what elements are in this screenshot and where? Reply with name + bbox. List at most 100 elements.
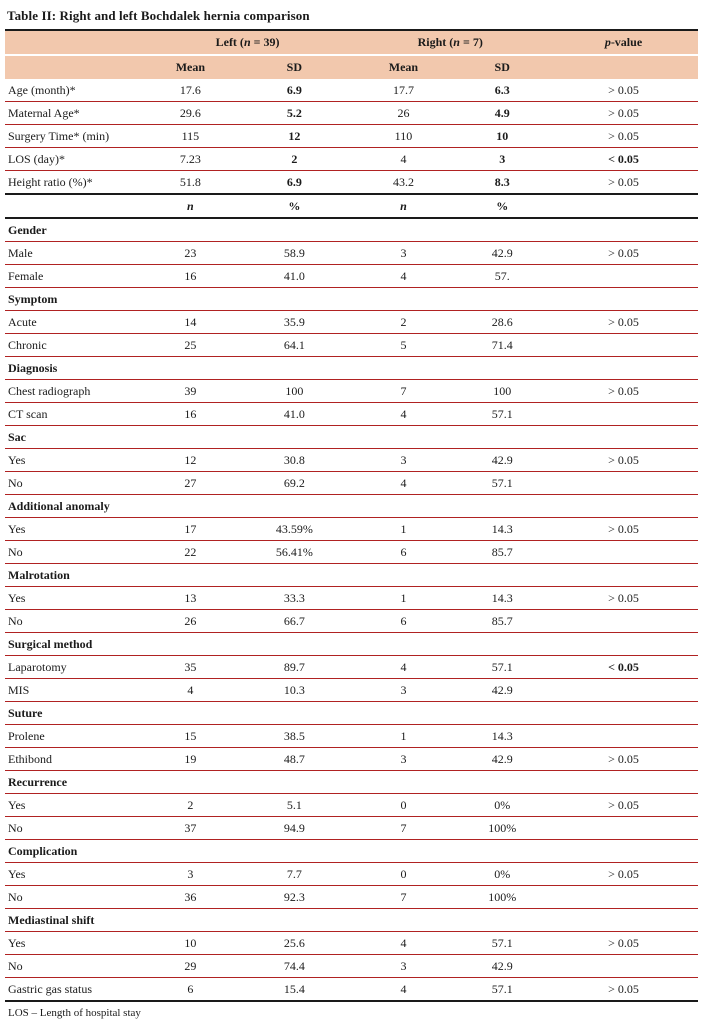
cell-p-value [549,955,698,978]
row-label: Chest radiograph [8,383,91,398]
cell-p-value [549,679,698,702]
cell-n-right: 3 [400,452,407,467]
empty-cell [5,194,144,218]
cell-mean-right: 110 [394,128,413,143]
cell-sd-left: 5.2 [286,105,302,120]
section-row: Complication [5,840,698,863]
p-value-header: p-value [548,30,698,55]
cell-p-value: > 0.05 [608,797,639,812]
count-subheader-body: n % n % [5,194,698,218]
cell-n-right: 1 [400,590,407,605]
cell-n-right: 4 [400,659,407,674]
cell-pct-left: 48.7 [283,751,305,766]
section-label: Recurrence [8,774,68,789]
row-label: Yes [8,935,26,950]
section-label: Symptom [8,291,58,306]
row-label: Age (month)* [8,82,76,97]
left-group-n: n [243,35,251,49]
row-label: Laparotomy [8,659,67,674]
cell-sd-left: 6.9 [286,82,302,97]
cell-pct-left: 25.6 [283,935,305,950]
row-label: No [8,958,23,973]
count-subheader-row: n % n % [5,194,698,218]
data-row: Yes 2 5.1 0 0% > 0.05 [5,794,698,817]
cell-n-left: 35 [184,659,197,674]
cell-sd-left: 6.9 [286,174,302,189]
cell-pct-right: 57.1 [491,406,513,421]
stat-row: Surgery Time* (min) 115 12 110 10 > 0.05 [5,125,698,148]
cell-pct-right: 100% [488,889,517,904]
cell-n-left: 3 [187,866,194,881]
cell-p-value: < 0.05 [608,659,639,674]
cell-mean-left: 7.23 [179,151,201,166]
cell-pct-left: 38.5 [283,728,305,743]
row-label: LOS (day)* [8,151,65,166]
row-label: No [8,544,23,559]
cell-p-value: > 0.05 [608,82,639,97]
cell-p-value: > 0.05 [608,174,639,189]
cell-n-left: 22 [184,544,197,559]
cell-pct-left: 30.8 [283,452,305,467]
cell-pct-right: 57.1 [491,935,513,950]
section-label: Mediastinal shift [8,912,95,927]
data-row: Ethibond 19 48.7 3 42.9 > 0.05 [5,748,698,771]
sd-right-header: SD [455,55,549,79]
row-label: Surgery Time* (min) [8,128,110,143]
data-row: No 37 94.9 7 100% [5,817,698,840]
cell-n-right: 1 [400,728,407,743]
cell-n-right: 3 [400,245,407,260]
cell-p-value: > 0.05 [608,751,639,766]
mean-left-header: Mean [143,55,238,79]
row-label: Gastric gas status [8,981,92,996]
data-row: No 29 74.4 3 42.9 [5,955,698,978]
section-row: Gender [5,218,698,242]
empty-header-cell [5,55,144,79]
cell-n-right: 7 [400,383,407,398]
cell-pct-right: 14.3 [491,521,513,536]
cell-p-value [549,725,698,748]
cell-n-left: 39 [184,383,197,398]
cell-p-value: > 0.05 [608,521,639,536]
cell-n-right: 4 [400,475,407,490]
cell-pct-right: 0% [494,797,511,812]
cell-mean-right: 4 [400,151,407,166]
section-row: Mediastinal shift [5,909,698,932]
left-group-count: = 39) [250,35,280,49]
pct-right-header: % [496,198,509,213]
cell-n-left: 17 [184,521,197,536]
cell-sd-right: 10 [496,128,509,143]
cell-n-right: 6 [400,613,407,628]
cell-mean-left: 17.6 [179,82,201,97]
cell-n-right: 4 [400,406,407,421]
empty-header-cell [548,55,698,79]
cell-p-value: > 0.05 [608,935,639,950]
cell-pct-left: 15.4 [283,981,305,996]
cell-mean-left: 51.8 [179,174,201,189]
stat-row: Age (month)* 17.6 6.9 17.7 6.3 > 0.05 [5,79,698,102]
row-label: Chronic [8,337,47,352]
row-label: Female [8,268,44,283]
cell-pct-right: 71.4 [491,337,513,352]
cell-pct-right: 85.7 [491,613,513,628]
row-label: Male [8,245,33,260]
cell-pct-left: 33.3 [283,590,305,605]
cell-n-left: 14 [184,314,197,329]
section-row: Malrotation [5,564,698,587]
cell-pct-right: 57.1 [491,475,513,490]
cell-n-left: 4 [187,682,194,697]
data-row: Laparotomy 35 89.7 4 57.1 < 0.05 [5,656,698,679]
row-label: CT scan [8,406,48,421]
cell-n-left: 16 [184,406,197,421]
data-row: No 27 69.2 4 57.1 [5,472,698,495]
pct-left-header: % [288,198,301,213]
cell-p-value: > 0.05 [608,866,639,881]
data-row: Gastric gas status 6 15.4 4 57.1 > 0.05 [5,978,698,1001]
cell-pct-left: 58.9 [283,245,305,260]
cell-n-left: 13 [184,590,197,605]
section-row: Sac [5,426,698,449]
cell-mean-right: 17.7 [392,82,414,97]
data-row: No 22 56.41% 6 85.7 [5,541,698,564]
row-label: Yes [8,452,26,467]
cell-n-left: 26 [184,613,197,628]
data-row: Male 23 58.9 3 42.9 > 0.05 [5,242,698,265]
